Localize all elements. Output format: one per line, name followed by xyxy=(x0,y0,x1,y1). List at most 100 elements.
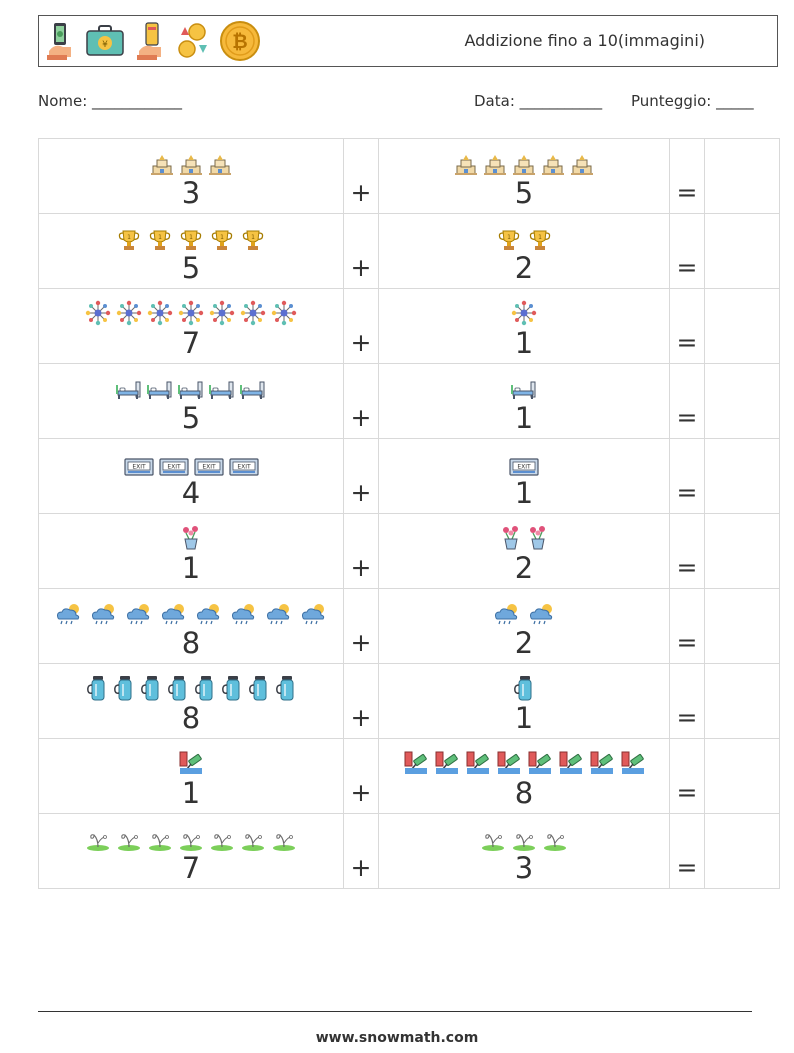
paint-roller-icon xyxy=(434,750,460,776)
plus-sign: + xyxy=(350,778,372,807)
svg-text:1: 1 xyxy=(251,234,255,241)
second-addend-number: 8 xyxy=(514,776,534,810)
temple-icon xyxy=(541,154,565,176)
svg-text:EXIT: EXIT xyxy=(517,464,531,471)
footer-divider xyxy=(38,1011,752,1012)
plus-sign-cell: + xyxy=(343,288,379,364)
first-addend-number: 3 xyxy=(181,176,201,210)
trophy-icon: 1 xyxy=(527,229,553,251)
svg-text:EXIT: EXIT xyxy=(132,464,146,471)
answer-box[interactable] xyxy=(704,588,780,664)
svg-text:₿: ₿ xyxy=(232,31,247,53)
second-addend-cell: EXIT 1 xyxy=(378,438,670,514)
flower-pot-icon xyxy=(500,525,522,551)
problem-row: 1 1 1 1 1 5 +1 1 2 = xyxy=(38,213,780,289)
picture-group xyxy=(39,526,343,551)
equals-sign: = xyxy=(676,253,698,282)
yen-briefcase-icon: ¥ xyxy=(85,23,125,59)
equals-sign: = xyxy=(676,553,698,582)
rain-cloud-sun-icon xyxy=(89,602,119,626)
answer-box[interactable] xyxy=(704,438,780,514)
answer-box[interactable] xyxy=(704,663,780,739)
second-addend-cell: 2 xyxy=(378,513,670,589)
answer-box[interactable] xyxy=(704,288,780,364)
score-field[interactable]: Punteggio: _____ xyxy=(631,92,754,110)
plus-sign-cell: + xyxy=(343,813,379,889)
answer-box[interactable] xyxy=(704,213,780,289)
equals-sign-cell: = xyxy=(669,138,705,214)
second-addend-number: 1 xyxy=(514,476,534,510)
temple-icon xyxy=(208,154,232,176)
plus-sign: + xyxy=(350,403,372,432)
hospital-bed-icon xyxy=(147,379,173,401)
first-addend-cell: 5 xyxy=(38,363,344,439)
date-field[interactable]: Data: ___________ xyxy=(474,92,603,110)
first-addend-number: 4 xyxy=(181,476,201,510)
molecule-icon xyxy=(511,300,537,326)
paint-roller-icon xyxy=(558,750,584,776)
first-addend-number: 8 xyxy=(181,701,201,735)
temple-icon xyxy=(512,154,536,176)
picture-group xyxy=(379,379,669,401)
first-addend-number: 1 xyxy=(181,776,201,810)
svg-text:1: 1 xyxy=(507,234,511,241)
hospital-bed-icon xyxy=(178,379,204,401)
sprout-icon xyxy=(209,829,235,851)
student-info-bar: Nome: ____________ Data: ___________ Pun… xyxy=(38,92,778,116)
molecule-icon xyxy=(271,300,297,326)
picture-group xyxy=(39,379,343,401)
plus-sign: + xyxy=(350,478,372,507)
paint-roller-icon xyxy=(496,750,522,776)
plus-sign: + xyxy=(350,628,372,657)
picture-group xyxy=(39,604,343,626)
second-addend-cell: 3 xyxy=(378,813,670,889)
picture-group xyxy=(39,676,343,701)
equals-sign-cell: = xyxy=(669,288,705,364)
header-icons: ¥ ₿ xyxy=(45,20,261,62)
equals-sign-cell: = xyxy=(669,663,705,739)
svg-text:1: 1 xyxy=(189,234,193,241)
thermos-icon xyxy=(167,675,189,701)
picture-group: 1 1 1 1 1 xyxy=(39,229,343,251)
picture-group xyxy=(39,751,343,776)
equals-sign: = xyxy=(676,778,698,807)
picture-group xyxy=(379,604,669,626)
answer-box[interactable] xyxy=(704,813,780,889)
thermos-icon xyxy=(275,675,297,701)
picture-group xyxy=(39,300,343,326)
problem-row: 3 +5 = xyxy=(38,138,780,214)
molecule-icon xyxy=(240,300,266,326)
exit-sign-icon: EXIT xyxy=(509,458,539,476)
equals-sign-cell: = xyxy=(669,363,705,439)
second-addend-number: 2 xyxy=(514,626,534,660)
money-hand-icon xyxy=(45,21,75,61)
rain-cloud-sun-icon xyxy=(492,602,522,626)
flower-pot-icon xyxy=(180,525,202,551)
equals-sign: = xyxy=(676,478,698,507)
plus-sign-cell: + xyxy=(343,588,379,664)
worksheet-title: Addizione fino a 10(immagini) xyxy=(464,31,705,50)
temple-icon xyxy=(570,154,594,176)
paint-roller-icon xyxy=(589,750,615,776)
thermos-icon xyxy=(221,675,243,701)
answer-box[interactable] xyxy=(704,138,780,214)
answer-box[interactable] xyxy=(704,513,780,589)
name-field[interactable]: Nome: ____________ xyxy=(38,92,183,110)
answer-box[interactable] xyxy=(704,363,780,439)
sprout-icon xyxy=(271,829,297,851)
paint-roller-icon xyxy=(465,750,491,776)
equals-sign-cell: = xyxy=(669,738,705,814)
answer-box[interactable] xyxy=(704,738,780,814)
plus-sign-cell: + xyxy=(343,738,379,814)
svg-text:1: 1 xyxy=(158,234,162,241)
molecule-icon xyxy=(178,300,204,326)
rain-cloud-sun-icon xyxy=(527,602,557,626)
equals-sign-cell: = xyxy=(669,813,705,889)
svg-text:¥: ¥ xyxy=(102,40,108,50)
plus-sign-cell: + xyxy=(343,663,379,739)
exit-sign-icon: EXIT xyxy=(158,458,189,476)
plus-sign: + xyxy=(350,703,372,732)
sprout-icon xyxy=(240,829,266,851)
rain-cloud-sun-icon xyxy=(54,602,84,626)
picture-group xyxy=(379,676,669,701)
